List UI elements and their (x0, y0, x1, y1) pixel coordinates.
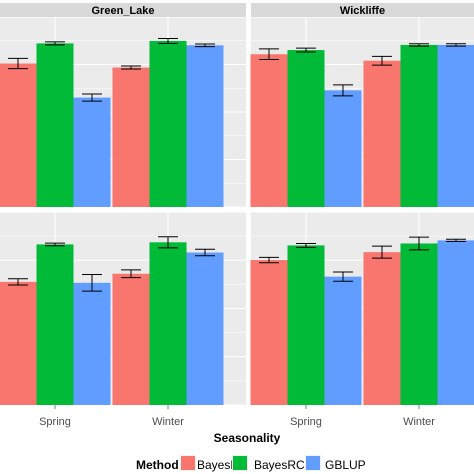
facet-panel (0, 211, 246, 406)
bar (324, 90, 362, 207)
bar (250, 54, 288, 207)
error-bar (82, 274, 102, 292)
error-bar (259, 48, 279, 61)
error-bar (296, 47, 316, 53)
error-bar (82, 93, 102, 102)
error-bar (158, 37, 178, 44)
legend-title: Method (136, 458, 179, 472)
x-tick-label: Winter (152, 416, 184, 428)
error-bar (259, 256, 279, 264)
bar (437, 240, 474, 405)
error-bar (121, 269, 141, 279)
bar (112, 67, 150, 207)
bar (36, 244, 74, 405)
legend: Method BayesR BayesRC GBLUP (136, 455, 366, 472)
x-tick-label: Spring (39, 416, 71, 428)
bar (149, 40, 187, 207)
error-bar (409, 236, 429, 251)
bar (287, 245, 325, 405)
bar (0, 63, 37, 207)
x-tick-label: Winter (403, 416, 435, 428)
bar (149, 242, 187, 405)
facet-panel: Wickliffe (250, 3, 474, 208)
legend-label: BayesRC (254, 458, 305, 472)
error-bar (8, 57, 28, 70)
legend-label: GBLUP (325, 458, 366, 472)
legend-entry: BayesRC (232, 455, 305, 472)
strip-background (0, 3, 246, 17)
bar (363, 60, 401, 208)
error-bar (45, 242, 65, 247)
error-bar (372, 245, 392, 259)
bar (36, 43, 74, 207)
bar (186, 45, 224, 208)
legend-key (181, 456, 195, 470)
bar (324, 276, 362, 405)
legend-label: BayesR (197, 458, 239, 472)
legend-entry: BayesR (180, 455, 239, 472)
facet-strip-label: Green_Lake (92, 5, 155, 17)
error-bar (195, 248, 215, 257)
bar (400, 44, 438, 208)
error-bar (45, 41, 65, 46)
bar (186, 252, 224, 405)
bar (250, 260, 288, 405)
error-bar (372, 55, 392, 66)
facet-panel: Green_Lake (0, 3, 246, 208)
facet-strip: Green_Lake (0, 3, 246, 17)
facet-strip-label: Wickliffe (340, 5, 385, 17)
error-bar (296, 242, 316, 248)
bar (112, 273, 150, 405)
legend-entry: GBLUP (305, 455, 366, 472)
error-bar (8, 278, 28, 286)
bar (73, 97, 111, 207)
facet-panel (250, 211, 474, 406)
error-bar (121, 65, 141, 70)
x-axis: Seasonality Spring Winter Spring Winter (39, 405, 435, 445)
bar (400, 243, 438, 405)
legend-key (306, 456, 320, 470)
bar (287, 50, 325, 208)
panels: Green_Lake Wickliffe (0, 3, 474, 406)
error-bar (195, 43, 215, 48)
error-bar (333, 84, 353, 97)
bar (73, 282, 111, 405)
facet-strip: Wickliffe (251, 3, 474, 17)
error-bar (446, 43, 466, 47)
legend-key (233, 456, 247, 470)
strip-background (251, 3, 474, 17)
bar (0, 281, 37, 405)
bar (437, 44, 474, 208)
x-tick-label: Spring (290, 416, 322, 428)
x-axis-title: Seasonality (214, 431, 281, 445)
error-bar (333, 271, 353, 282)
bar (363, 252, 401, 405)
error-bar (409, 43, 429, 47)
error-bar (158, 236, 178, 249)
error-bar (446, 238, 466, 243)
